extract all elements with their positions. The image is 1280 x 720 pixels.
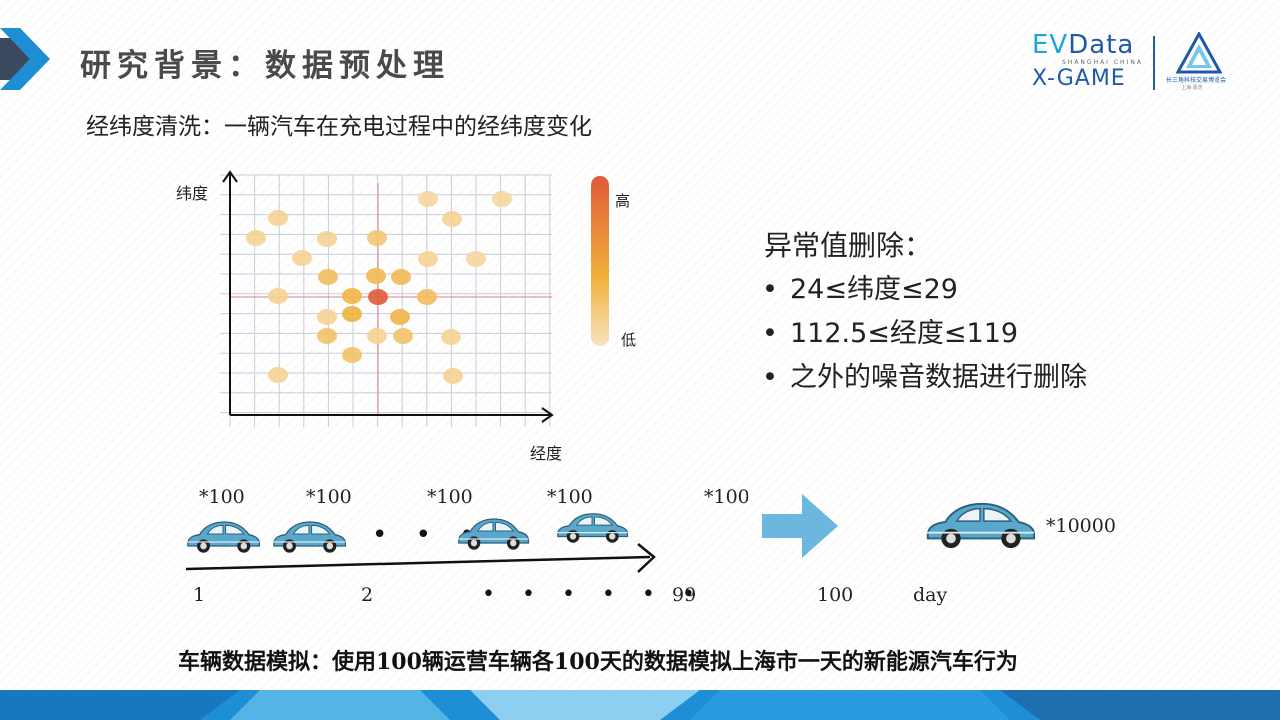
gps-point bbox=[417, 289, 437, 305]
gps-point bbox=[466, 251, 486, 267]
legend-low-label: 低 bbox=[621, 331, 637, 349]
aggregate-car-icon bbox=[925, 502, 1036, 549]
timeline-tick: 100 bbox=[817, 584, 854, 606]
car-icon bbox=[457, 518, 530, 550]
expo-logo-icon bbox=[1176, 32, 1222, 74]
car-multiplier: *100 bbox=[306, 486, 352, 508]
gps-point bbox=[268, 288, 288, 304]
y-axis-label: 纬度 bbox=[176, 184, 209, 203]
color-scale-bar bbox=[591, 176, 609, 346]
header-chevron-icon bbox=[0, 28, 50, 90]
gps-point bbox=[391, 269, 411, 285]
gps-point bbox=[418, 191, 438, 207]
gps-point bbox=[418, 251, 438, 267]
aggregate-arrow-icon bbox=[762, 494, 838, 558]
timeline-arrow bbox=[185, 543, 656, 573]
rule-item: • 24≤纬度≤29 bbox=[762, 274, 958, 305]
logo-caption-sub: 上海·嘉定 bbox=[1181, 85, 1203, 91]
gps-point bbox=[368, 289, 388, 305]
gps-point bbox=[390, 309, 410, 325]
page-subtitle: 经纬度清洗：一辆汽车在充电过程中的经纬度变化 bbox=[86, 114, 592, 140]
evdata-logo: EVData bbox=[1032, 30, 1135, 60]
legend-high-label: 高 bbox=[615, 192, 631, 210]
x-axis-label: 经度 bbox=[530, 444, 563, 463]
outlier-rule-list: • 24≤纬度≤29 • 112.5≤经度≤119 • 之外的噪音数据进行删除 bbox=[762, 268, 1087, 400]
car-multiplier: *100 bbox=[427, 486, 473, 508]
gps-point bbox=[443, 368, 463, 384]
car-icon bbox=[186, 521, 261, 553]
car-icon bbox=[556, 513, 629, 543]
gps-point bbox=[318, 269, 338, 285]
gps-point bbox=[342, 288, 362, 304]
gps-point bbox=[366, 268, 386, 284]
rule-item: • 112.5≤经度≤119 bbox=[762, 318, 1019, 349]
logo-caption: 长三角科技交易博览会 bbox=[1166, 77, 1227, 84]
gps-point bbox=[268, 367, 288, 383]
timeline-tick: day bbox=[913, 584, 948, 606]
footer-decoration bbox=[0, 690, 1280, 720]
timeline-tick: 99 bbox=[672, 584, 697, 606]
tick-ellipsis: • • • • • • bbox=[482, 582, 705, 607]
gps-point bbox=[342, 347, 362, 363]
timeline-tick: 1 bbox=[193, 584, 206, 606]
gps-point bbox=[317, 309, 337, 325]
gps-point bbox=[268, 210, 288, 226]
gps-point bbox=[367, 328, 387, 344]
car-icon bbox=[272, 521, 347, 553]
x-axis bbox=[230, 407, 554, 423]
gps-point bbox=[317, 328, 337, 344]
gps-point bbox=[492, 191, 512, 207]
car-multiplier: *100 bbox=[547, 486, 593, 508]
outlier-removal-title: 异常值删除： bbox=[764, 229, 933, 262]
car-ellipsis: • • • bbox=[372, 520, 485, 550]
gps-point bbox=[393, 328, 413, 344]
gps-point bbox=[442, 211, 462, 227]
simulation-summary: 车辆数据模拟：使用100辆运营车辆各100天的数据模拟上海市一天的新能源汽车行为 bbox=[178, 649, 1018, 675]
gps-point bbox=[246, 230, 266, 246]
gps-point bbox=[441, 329, 461, 345]
xgame-logo: X-GAME bbox=[1032, 66, 1126, 91]
rule-item: • 之外的噪音数据进行删除 bbox=[762, 362, 1087, 393]
gps-point bbox=[342, 306, 362, 322]
y-axis bbox=[222, 170, 238, 415]
logo-shanghai-text: SHANGHAI CHINA bbox=[1062, 59, 1143, 66]
total-multiplier: *10000 bbox=[1046, 515, 1116, 537]
logo-divider bbox=[1153, 36, 1155, 90]
page-title: 研究背景：数据预处理 bbox=[80, 48, 450, 84]
timeline-tick: 2 bbox=[361, 584, 374, 606]
car-multiplier: *100 bbox=[704, 486, 748, 508]
gps-point bbox=[367, 230, 387, 246]
car-multiplier: *100 bbox=[199, 486, 245, 508]
gps-point bbox=[317, 231, 337, 247]
gps-heat-chart bbox=[220, 170, 554, 427]
gps-point bbox=[292, 250, 312, 266]
